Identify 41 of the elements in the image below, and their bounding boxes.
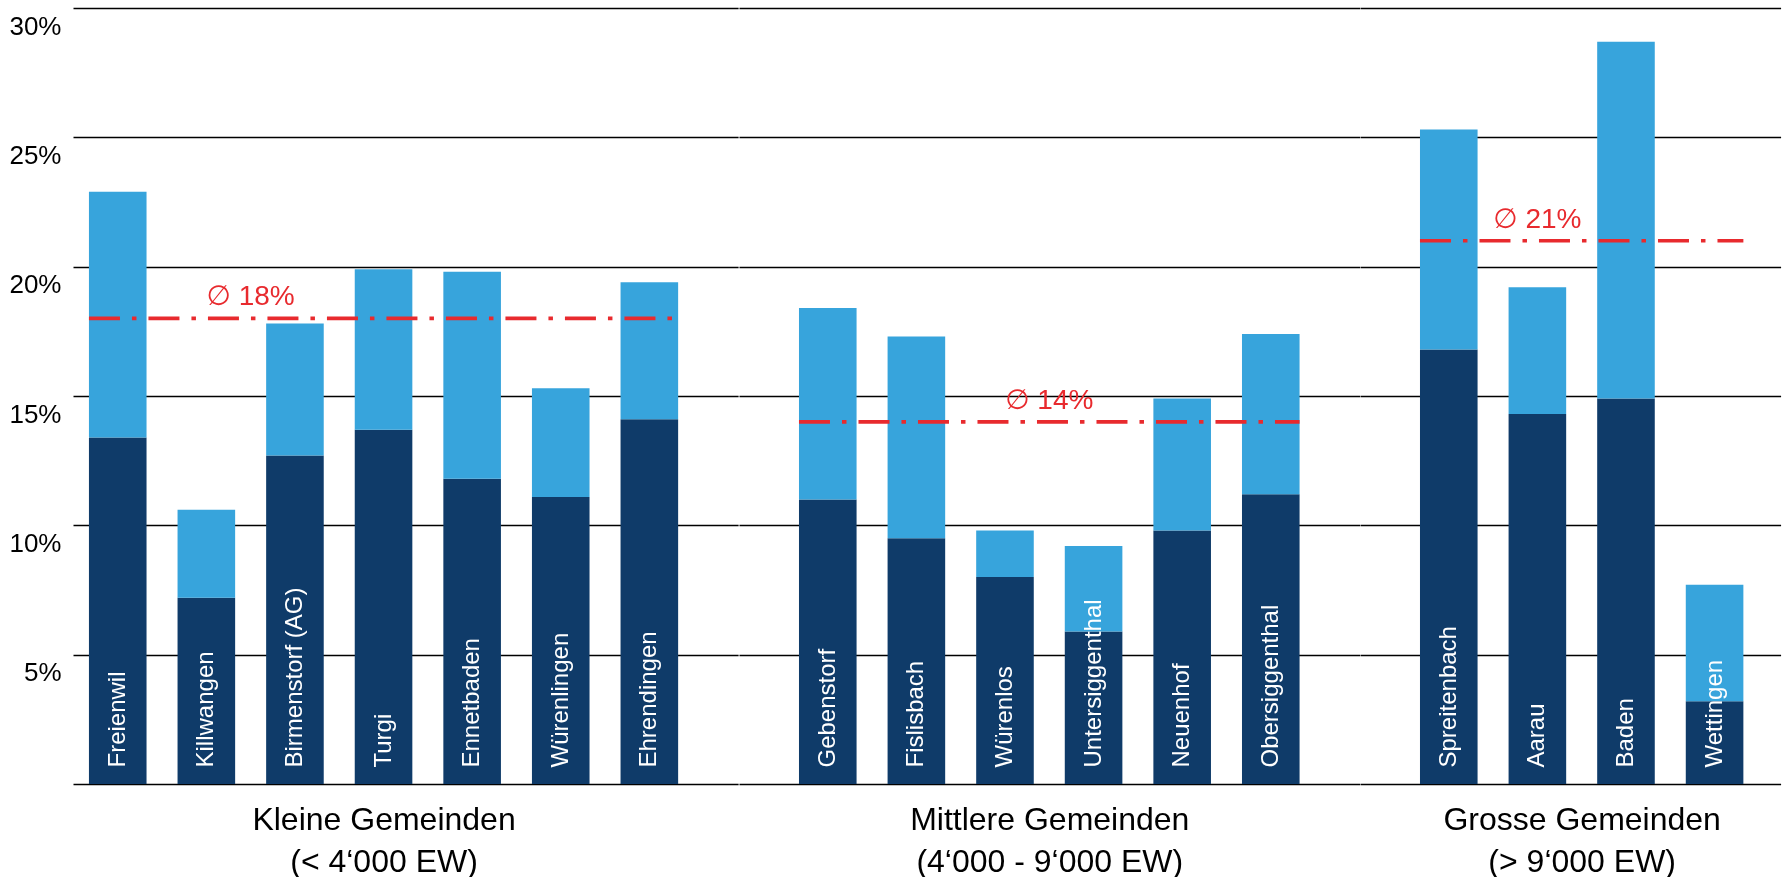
y-tick-label: 20% bbox=[9, 269, 62, 300]
x-tick-label: Neuenhof bbox=[1167, 663, 1195, 768]
x-tick-label: Wettingen bbox=[1699, 659, 1727, 768]
x-tick-label: Ehrendingen bbox=[634, 631, 662, 768]
bar bbox=[1508, 414, 1567, 784]
y-tick-label: 5% bbox=[23, 657, 62, 688]
y-tick-label: 30% bbox=[9, 10, 62, 41]
bar bbox=[976, 530, 1034, 578]
bar bbox=[887, 538, 946, 784]
x-tick-label: Würenlos bbox=[989, 666, 1017, 768]
x-tick-label: Baden bbox=[1610, 698, 1638, 768]
bar bbox=[1153, 530, 1211, 784]
bar bbox=[798, 308, 857, 500]
ref-line-label: ∅ 18% bbox=[206, 280, 295, 312]
x-tick-label: Freienwil bbox=[102, 671, 130, 768]
bar bbox=[1419, 129, 1478, 350]
x-tick-label: Untersiggenthal bbox=[1078, 599, 1106, 768]
x-tick-label: Ennetbaden bbox=[457, 638, 485, 768]
x-tick-label: Obersiggenthal bbox=[1255, 604, 1283, 768]
bar bbox=[1597, 398, 1655, 784]
bar bbox=[1153, 398, 1211, 531]
y-tick-label: 10% bbox=[9, 527, 62, 558]
x-tick-label: Birmenstorf (AG) bbox=[279, 587, 307, 768]
bar bbox=[1597, 41, 1655, 399]
bar bbox=[1419, 349, 1478, 784]
y-tick-label: 15% bbox=[9, 398, 62, 429]
bar bbox=[887, 336, 946, 539]
x-tick-label: Turgi bbox=[368, 713, 396, 768]
bar bbox=[1508, 287, 1567, 415]
x-tick-label: Aarau bbox=[1522, 703, 1550, 768]
bar bbox=[798, 499, 857, 784]
y-tick-label: 25% bbox=[9, 139, 62, 170]
x-tick-label: Gebenstorf bbox=[812, 648, 840, 768]
x-tick-label: Killwangen bbox=[191, 651, 219, 768]
bar bbox=[1241, 333, 1300, 495]
x-tick-label: Würenlingen bbox=[545, 632, 573, 768]
ref-line-label: ∅ 21% bbox=[1493, 202, 1582, 234]
bar bbox=[1241, 494, 1300, 784]
x-tick-label: Spreitenbach bbox=[1433, 626, 1461, 768]
x-tick-label: Fislisbach bbox=[901, 660, 929, 768]
bar bbox=[976, 577, 1034, 784]
